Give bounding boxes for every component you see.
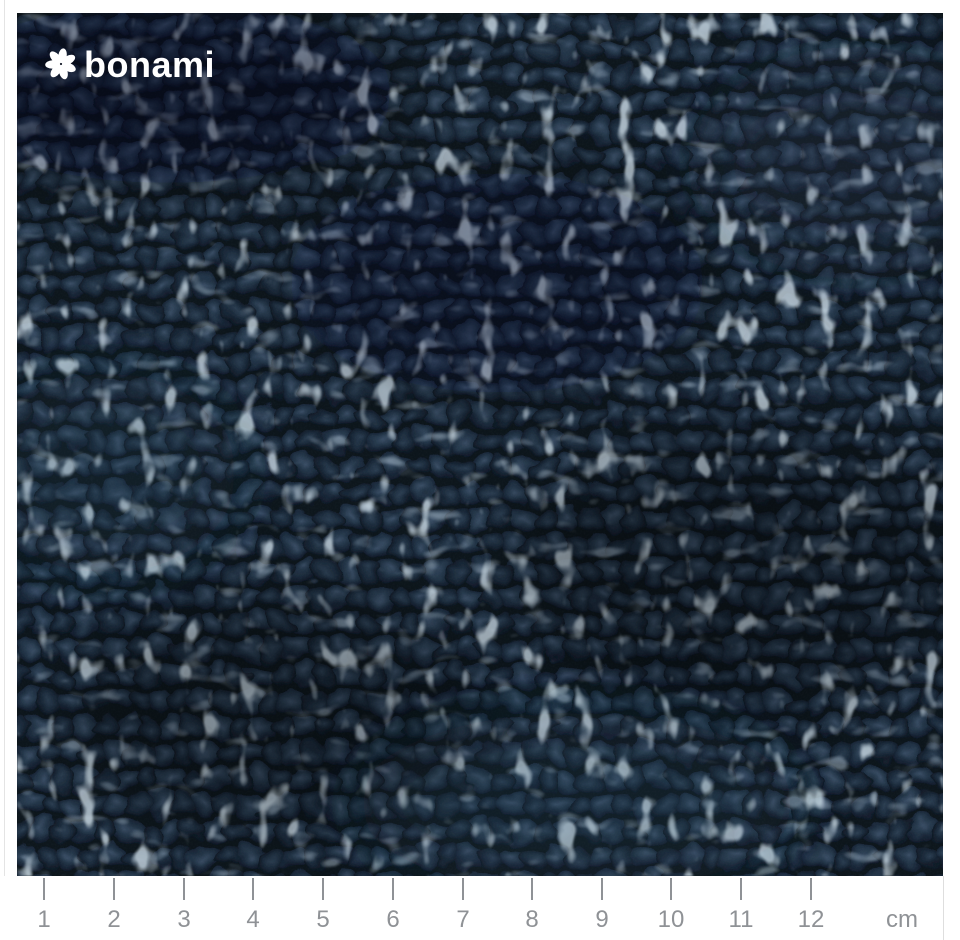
ruler-tick-mark [252, 878, 254, 900]
ruler-tick-label: 11 [728, 906, 754, 933]
ruler-tick-mark [43, 878, 45, 900]
ruler-tick-mark [601, 878, 603, 900]
ruler-tick-mark [183, 878, 185, 900]
ruler-tick-label: 8 [525, 906, 539, 933]
fabric-texture-image [17, 13, 943, 876]
ruler-tick-mark [740, 878, 742, 900]
ruler-unit-label: cm [886, 906, 918, 933]
ruler-tick-label: 12 [797, 906, 825, 933]
photo-right-edge-line [943, 876, 944, 940]
ruler-tick-label: 5 [316, 906, 330, 933]
ruler-tick-label: 10 [657, 906, 685, 933]
ruler-tick-mark [392, 878, 394, 900]
page-left-border [4, 0, 5, 940]
bonami-flower-icon [45, 48, 76, 80]
ruler-tick-label: 9 [595, 906, 609, 933]
ruler-tick-mark [462, 878, 464, 900]
ruler-tick-label: 4 [246, 906, 260, 933]
bonami-logo-text: bonami [84, 44, 216, 85]
bonami-logo: bonami [45, 44, 216, 85]
ruler-tick-label: 7 [456, 906, 470, 933]
ruler-tick-mark [670, 878, 672, 900]
fabric-photo[interactable]: bonami [17, 13, 943, 876]
ruler-tick-mark [531, 878, 533, 900]
ruler-tick-mark [322, 878, 324, 900]
ruler-tick-label: 2 [107, 906, 121, 933]
ruler-tick-mark [113, 878, 115, 900]
ruler-tick-label: 3 [177, 906, 191, 933]
ruler-tick-mark [810, 878, 812, 900]
ruler-tick-label: 1 [37, 906, 51, 933]
measurement-ruler: 1 2 3 4 5 6 7 8 [0, 876, 960, 940]
ruler-tick-label: 6 [386, 906, 400, 933]
